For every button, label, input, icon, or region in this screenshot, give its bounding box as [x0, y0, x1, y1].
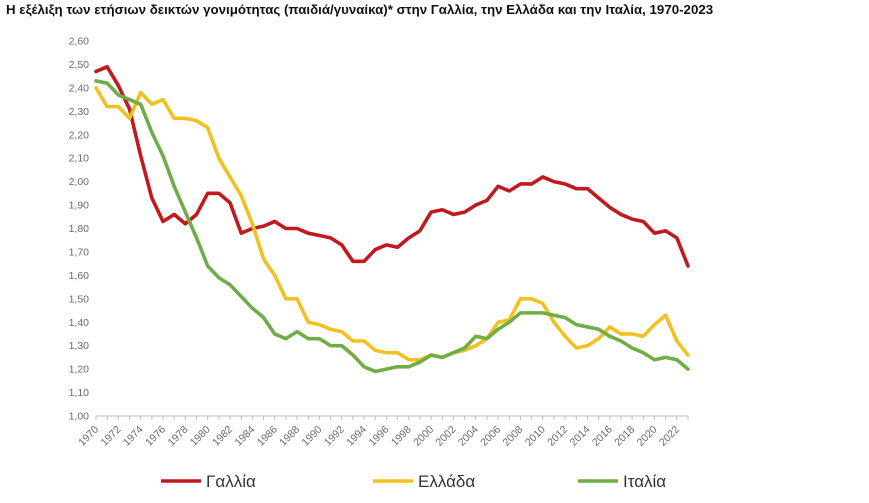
y-tick-label: 2,30 [69, 106, 90, 118]
y-tick-label: 1,50 [69, 293, 90, 305]
y-tick-label: 1,70 [69, 246, 90, 258]
y-tick-label: 2,00 [69, 176, 90, 188]
x-tick-label: 1982 [210, 424, 235, 449]
y-tick-label: 1,80 [69, 223, 90, 235]
y-tick-label: 2,60 [69, 36, 90, 48]
x-tick-label: 2016 [590, 424, 615, 449]
x-tick-label: 1990 [300, 424, 325, 449]
y-tick-label: 2,40 [69, 82, 90, 94]
series-layer [94, 64, 690, 374]
legend-item: Γαλλία [161, 472, 256, 491]
x-tick-label: 1998 [389, 424, 414, 449]
y-axis: 1,00 1,10 1,20 1,30 1,40 1,50 1,60 1,70 1,80 1,90… [69, 36, 90, 423]
x-tick-label: 1992 [322, 424, 347, 449]
x-tick-label: 2022 [657, 424, 682, 449]
x-tick-label: 2000 [411, 424, 436, 449]
y-tick-label: 1,10 [69, 387, 90, 399]
series-line-0 [94, 64, 690, 268]
x-tick-label: 1996 [367, 424, 392, 449]
x-tick-label: 2008 [501, 424, 526, 449]
x-tick-label: 1994 [344, 424, 369, 449]
x-tick-label: 1972 [98, 424, 123, 449]
legend-label: Γαλλία [206, 472, 256, 491]
x-tick-label: 2012 [545, 424, 570, 449]
x-tick-label: 1988 [277, 424, 302, 449]
x-axis: 1970197219741976197819801982198419861988… [76, 415, 689, 449]
y-tick-label: 1,00 [69, 411, 90, 423]
series-line-1 [94, 86, 690, 362]
x-tick-label: 1980 [188, 424, 213, 449]
y-tick-label: 1,90 [69, 200, 90, 212]
x-tick-label: 2002 [434, 424, 459, 449]
y-tick-label: 1,60 [69, 270, 90, 282]
x-tick-label: 2014 [568, 424, 593, 449]
legend-item: Ελλάδα [373, 472, 475, 491]
x-tick-label: 1970 [76, 424, 101, 449]
x-tick-label: 1986 [255, 424, 280, 449]
x-tick-label: 1974 [121, 424, 146, 449]
x-tick-label: 1976 [143, 424, 168, 449]
y-tick-label: 1,40 [69, 317, 90, 329]
x-tick-label: 1978 [165, 424, 190, 449]
x-tick-label: 2020 [635, 424, 660, 449]
x-tick-label: 2006 [478, 424, 503, 449]
series-line-2 [94, 79, 690, 374]
y-tick-label: 1,30 [69, 340, 90, 352]
y-tick-label: 2,20 [69, 129, 90, 141]
y-tick-label: 2,50 [69, 59, 90, 71]
x-tick-label: 1984 [232, 424, 257, 449]
legend-label: Ιταλία [623, 472, 666, 491]
x-tick-label: 2018 [612, 424, 637, 449]
chart-title: Η εξέλιξη των ετήσιων δεικτών γονιμότητα… [6, 2, 714, 17]
legend-item: Ιταλία [578, 472, 666, 491]
x-tick-label: 2004 [456, 424, 481, 449]
y-tick-label: 2,10 [69, 153, 90, 165]
legend: Γαλλία Ελλάδα Ιταλία [161, 472, 666, 491]
legend-label: Ελλάδα [418, 472, 475, 491]
y-tick-label: 1,20 [69, 364, 90, 376]
x-tick-label: 2010 [523, 424, 548, 449]
